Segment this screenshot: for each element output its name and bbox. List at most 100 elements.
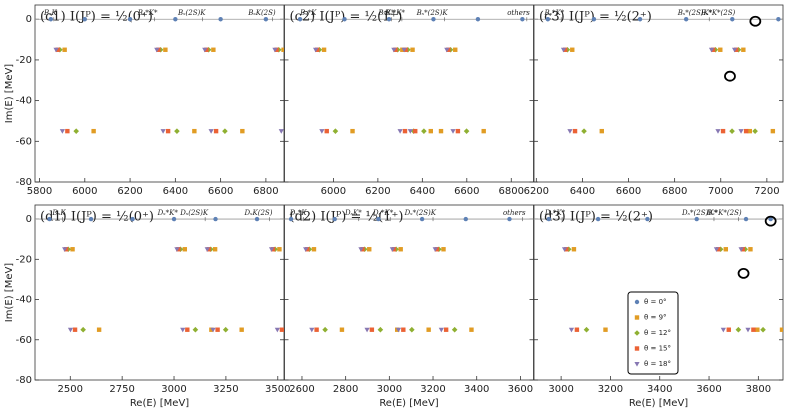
threshold-label: Dₛ*K* [157,209,179,217]
point [683,17,689,22]
point [428,128,433,134]
point [507,216,512,222]
point [53,47,59,53]
point [731,47,738,53]
x-tick-label: 3250 [213,384,238,395]
point [65,128,70,134]
point [364,327,370,333]
point [377,326,384,333]
point [324,128,329,134]
point [451,326,458,333]
point [413,128,418,134]
point [733,47,739,52]
point [469,327,474,332]
x-tick-label: 6600 [616,186,641,197]
point [316,46,323,53]
point [401,327,406,332]
point [342,17,347,22]
point [322,326,328,333]
point [645,216,650,222]
point [481,128,486,134]
x-tick-label: 6000 [321,186,346,197]
x-tick-label: 3400 [647,384,672,395]
point [447,46,454,53]
point [279,327,284,332]
plot-frame [533,204,784,381]
point [740,247,746,252]
point [88,216,94,222]
threshold-label: DₛK* [344,209,362,217]
point [62,247,68,252]
point [213,128,219,134]
point [209,327,214,332]
x-tick-label: 3200 [420,384,445,395]
point [278,129,284,134]
point [432,247,438,252]
point [409,326,415,333]
point [581,128,587,134]
legend-label: θ = 18° [644,360,671,368]
point [634,315,640,320]
point [127,17,133,22]
x-tick-label: 7000 [708,186,733,197]
x-tick-label: 6400 [410,186,435,197]
point [360,247,365,252]
point [332,128,339,134]
plot-frame [533,4,784,183]
point [305,247,310,252]
threshold-label: BₛK* [377,9,395,17]
plot-points [297,17,525,134]
point [73,128,79,134]
point [391,247,397,252]
point [708,47,715,53]
point [202,47,208,53]
threshold-label: others [507,9,530,17]
plot-frame [34,204,285,381]
point [453,47,458,52]
y-tick-label: -20 [16,55,32,66]
point [309,327,315,333]
point [401,47,407,53]
point [410,47,415,52]
point [62,47,67,52]
point [570,47,575,52]
point [715,129,721,134]
point [463,128,470,134]
point [595,216,601,222]
point [475,17,481,22]
point [400,47,405,52]
point [274,47,279,52]
point [394,46,401,53]
threshold-label: Bₛ(2S)K [177,9,206,17]
point [350,128,355,134]
point [254,216,260,222]
point [718,47,723,52]
point [222,128,228,134]
plot-frame [34,4,285,183]
point [314,327,319,332]
threshold-label: Bₛ*K [299,9,317,17]
point [438,327,444,333]
highlight-ring [724,70,736,82]
point [48,17,54,22]
threshold-label: Bₛ*K* [543,9,564,17]
point [603,327,608,332]
legend-label: θ = 15° [644,345,671,353]
x-axis-label: Re(E) [MeV] [130,398,189,409]
point [776,17,781,22]
point [91,128,96,134]
x-tick-label: 6600 [454,186,479,197]
point [419,216,425,222]
point [713,247,720,252]
point [386,17,392,22]
legend-label: θ = 12° [644,329,671,337]
point [738,129,744,134]
highlight-ring [749,15,762,27]
threshold-label: BₛK [43,9,58,17]
point [560,47,567,53]
point [738,247,744,252]
x-tick-label: 5800 [27,186,52,197]
point [398,247,403,252]
threshold-label: DₛK [51,209,66,217]
